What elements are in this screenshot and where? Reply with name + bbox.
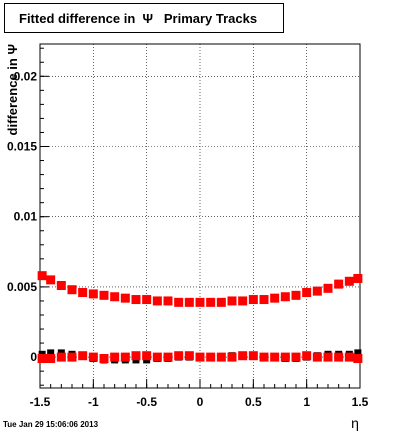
data-point: [163, 296, 173, 306]
data-point: [270, 293, 280, 303]
data-point: [56, 281, 66, 291]
data-point: [216, 297, 226, 307]
data-point: [142, 351, 152, 361]
data-point: [152, 296, 162, 306]
timestamp-footer: Tue Jan 29 15:06:06 2013: [3, 420, 99, 429]
data-point: [291, 352, 301, 362]
data-point: [174, 297, 184, 307]
data-point: [259, 352, 269, 362]
data-point: [88, 352, 98, 362]
data-point: [312, 286, 322, 296]
y-tick-label: 0.02: [14, 69, 38, 83]
data-point: [67, 285, 77, 295]
y-tick-label: 0.01: [14, 210, 38, 224]
y-tick-label: 0.005: [7, 280, 37, 294]
data-point: [67, 352, 77, 362]
data-point: [46, 354, 56, 364]
y-tick-label: 0.015: [7, 139, 37, 153]
data-point: [99, 354, 109, 364]
data-point: [227, 352, 237, 362]
data-point: [56, 352, 66, 362]
data-point: [184, 297, 194, 307]
data-point: [238, 296, 248, 306]
y-tick-label: 0: [30, 350, 37, 364]
data-point: [131, 295, 141, 305]
data-marks: [37, 271, 363, 364]
data-point: [354, 349, 362, 357]
data-point: [248, 351, 258, 361]
x-tick-label: 0: [197, 395, 204, 409]
data-point: [280, 292, 290, 302]
data-point: [312, 352, 322, 362]
data-point: [291, 290, 301, 300]
data-point: [216, 352, 226, 362]
data-point: [47, 349, 55, 357]
y-axis-label: difference in Ψ: [5, 44, 20, 135]
data-point: [334, 352, 344, 362]
axis-labels: -1.5 -1 -0.5 0 0.5 1 1.5 0 0.005 0.01 0.015 0.02 η di…: [5, 44, 369, 431]
x-axis-label: η: [351, 415, 359, 431]
data-point: [206, 297, 216, 307]
data-point: [302, 351, 312, 361]
data-point: [78, 351, 88, 361]
x-tick-label: 1: [303, 395, 310, 409]
data-point: [195, 297, 205, 307]
data-point: [195, 352, 205, 362]
data-point: [37, 271, 47, 281]
data-point: [110, 352, 120, 362]
data-point: [227, 296, 237, 306]
data-point: [344, 276, 354, 286]
x-tick-label: -1.5: [30, 395, 51, 409]
title-box: Fitted difference in Ψ Primary Tracks: [4, 3, 284, 33]
data-point: [353, 273, 363, 283]
x-tick-label: -0.5: [136, 395, 157, 409]
data-point: [238, 351, 248, 361]
x-tick-label: 1.5: [352, 395, 369, 409]
data-point: [248, 295, 258, 305]
data-point: [163, 352, 173, 362]
data-point: [323, 352, 333, 362]
data-point: [142, 295, 152, 305]
grid: [40, 44, 360, 388]
data-point: [270, 352, 280, 362]
data-point: [120, 293, 130, 303]
data-point: [344, 352, 354, 362]
chart-title: Fitted difference in Ψ Primary Tracks: [19, 11, 258, 26]
data-point: [353, 354, 363, 364]
data-point: [88, 289, 98, 299]
data-point: [323, 283, 333, 293]
data-point: [131, 351, 141, 361]
data-point: [184, 351, 194, 361]
data-point: [37, 354, 47, 364]
data-point: [259, 295, 269, 305]
data-point: [110, 292, 120, 302]
data-point: [206, 352, 216, 362]
data-point: [334, 279, 344, 289]
x-tick-label: 0.5: [245, 395, 262, 409]
data-point: [302, 288, 312, 298]
data-point: [78, 288, 88, 298]
data-point: [152, 352, 162, 362]
data-point: [280, 352, 290, 362]
data-point: [46, 275, 56, 285]
x-tick-label: -1: [88, 395, 99, 409]
data-point: [120, 352, 130, 362]
data-point: [99, 290, 109, 300]
data-point: [174, 351, 184, 361]
